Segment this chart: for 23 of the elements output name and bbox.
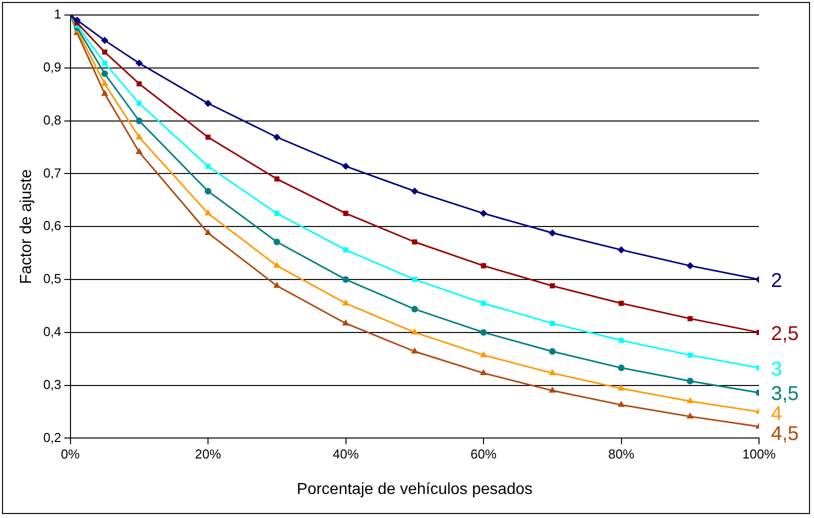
y-tick-label: 0,7 — [43, 165, 62, 180]
y-tick-label: 0,4 — [43, 324, 62, 339]
x-tick-label: 100% — [742, 446, 776, 462]
y-tick-label: 0,9 — [43, 59, 62, 74]
x-tick-label: 40% — [332, 446, 360, 462]
series-label: 4,5 — [771, 423, 799, 446]
y-tick-label: 0,2 — [43, 430, 62, 445]
y-axis-title: Factor de ajuste — [18, 169, 36, 284]
series-label: 4 — [771, 403, 782, 426]
y-tick-label: 0,6 — [43, 218, 62, 234]
series-label: 3,5 — [771, 383, 799, 406]
y-tick-label: 0,8 — [43, 112, 62, 128]
y-tick-label: 0,3 — [43, 376, 62, 392]
x-tick-label: 0% — [60, 446, 80, 462]
y-tick-label: 1 — [54, 6, 62, 22]
x-tick-label: 60% — [470, 446, 497, 462]
series-label: 3 — [771, 358, 782, 380]
series-label: 2,5 — [771, 322, 799, 345]
x-axis-title: Porcentaje de vehículos pesados — [296, 480, 532, 498]
y-tick-label: 0,5 — [43, 271, 62, 286]
x-tick-label: 20% — [195, 446, 222, 462]
series-label: 2 — [771, 270, 782, 292]
x-tick-label: 80% — [608, 446, 635, 462]
